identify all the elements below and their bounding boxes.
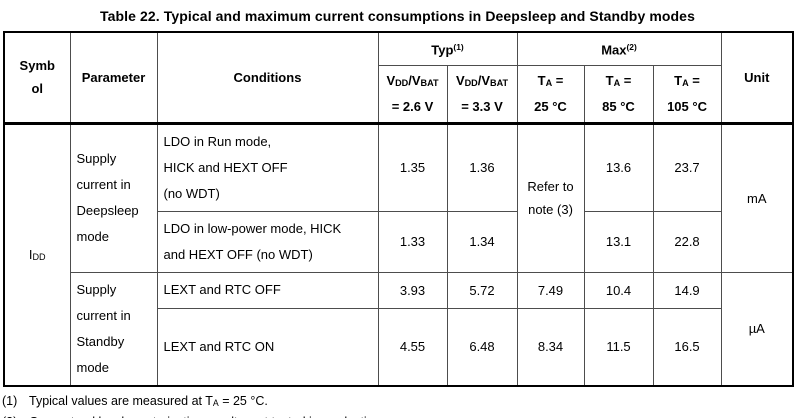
header-row-groups: Symb ol Parameter Conditions Typ(1) Max(2… bbox=[3, 31, 794, 125]
value-cell-typ-3v3: 6.48 bbox=[446, 308, 518, 386]
condition-cell: LDO in Run mode, HICK and HEXT OFF (no WDT… bbox=[156, 122, 379, 212]
col-group-typ: Typ(1) bbox=[377, 31, 518, 66]
col-header-ta-85: TA = 85 °C bbox=[583, 64, 654, 125]
table-row-deepsleep-lowpower: LDO in low-power mode, HICK and HEXT OFF … bbox=[4, 210, 793, 273]
value-cell-typ-2v6: 4.55 bbox=[377, 308, 448, 386]
value-cell-max-105: 16.5 bbox=[652, 308, 722, 386]
value-cell-typ-2v6: 1.35 bbox=[377, 122, 448, 212]
unit-cell-ma: mA bbox=[720, 122, 794, 273]
table-row-standby-rtc-off: Supply current in Standby mode LEXT and … bbox=[4, 271, 794, 386]
value-cell-typ-3v3: 5.72 bbox=[446, 271, 518, 310]
table-row-deepsleep-run: IDD Supply current in Deepsleep mode LDO… bbox=[3, 122, 794, 386]
footnote-number: (1) bbox=[2, 393, 18, 408]
value-cell-max-85: 11.5 bbox=[583, 308, 654, 386]
footnote-1: (1) Typical values are measured at TA = … bbox=[2, 393, 795, 411]
value-cell-max-85: 13.6 bbox=[583, 122, 654, 212]
value-cell-max-25-note: Refer to note (3) bbox=[516, 122, 585, 273]
condition-cell: LDO in low-power mode, HICK and HEXT OFF … bbox=[156, 210, 379, 273]
value-cell-typ-2v6: 1.33 bbox=[377, 210, 448, 273]
footnotes: (1) Typical values are measured at TA = … bbox=[2, 393, 795, 418]
col-header-vdd-2v6: VDD/VBAT = 2.6 V bbox=[377, 64, 448, 125]
col-header-ta-105: TA = 105 °C bbox=[652, 64, 722, 125]
value-cell-max-25: 8.34 bbox=[516, 308, 585, 386]
value-cell-max-25: 7.49 bbox=[516, 271, 585, 310]
col-group-max: Max(2) bbox=[516, 31, 722, 66]
footnote-number: (2) bbox=[2, 414, 29, 418]
col-header-symbol: Symb ol bbox=[3, 31, 71, 125]
value-cell-max-85: 10.4 bbox=[583, 271, 654, 310]
col-header-ta-25: TA = 25 °C bbox=[516, 64, 585, 125]
value-cell-max-105: 23.7 bbox=[652, 122, 722, 212]
parameter-cell-deepsleep: Supply current in Deepsleep mode bbox=[69, 122, 158, 273]
condition-cell: LEXT and RTC ON bbox=[156, 308, 379, 386]
col-header-unit: Unit bbox=[720, 31, 794, 125]
footnote-2: (2) Guaranteed by characterization resul… bbox=[2, 414, 795, 418]
value-cell-max-105: 14.9 bbox=[652, 271, 722, 310]
footnote-text: Guaranteed by characterization results, … bbox=[29, 414, 795, 418]
symbol-cell-idd: IDD bbox=[3, 122, 71, 386]
condition-cell: LEXT and RTC OFF bbox=[156, 271, 379, 310]
value-cell-typ-2v6: 3.93 bbox=[377, 271, 448, 310]
value-cell-max-85: 13.1 bbox=[583, 210, 654, 273]
header-row-subcolumns: VDD/VBAT = 2.6 V VDD/VBAT = 3.3 V TA = 25 °… bbox=[4, 64, 793, 125]
value-cell-typ-3v3: 1.34 bbox=[446, 210, 518, 273]
value-cell-max-105: 22.8 bbox=[652, 210, 722, 273]
value-cell-typ-3v3: 1.36 bbox=[446, 122, 518, 212]
parameter-cell-standby: Supply current in Standby mode bbox=[69, 271, 158, 386]
table-row-standby-rtc-on: LEXT and RTC ON 4.55 6.48 8.34 11.5 16.5 bbox=[4, 308, 793, 386]
col-header-vdd-3v3: VDD/VBAT = 3.3 V bbox=[446, 64, 518, 125]
col-header-conditions: Conditions bbox=[156, 31, 379, 125]
col-header-parameter: Parameter bbox=[69, 31, 158, 125]
footnote-text: Typical values are measured at TA = 25 °… bbox=[29, 393, 268, 408]
unit-cell-ua: µA bbox=[720, 271, 794, 386]
current-consumption-table: Symb ol Parameter Conditions Typ(1) Max(2… bbox=[3, 31, 795, 387]
table-title: Table 22. Typical and maximum current co… bbox=[100, 8, 695, 24]
